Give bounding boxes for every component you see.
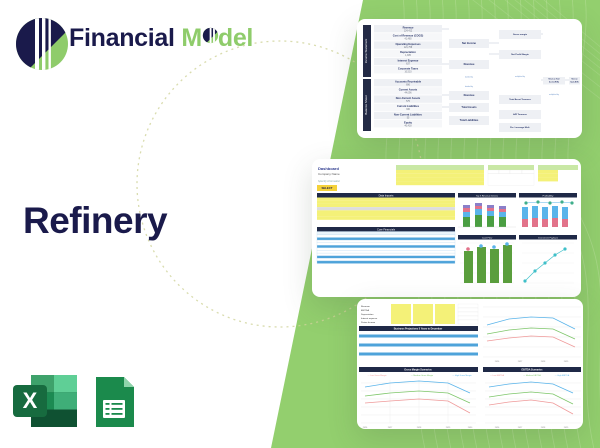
svg-text:Depreciation: Depreciation <box>400 50 416 54</box>
svg-text:Pretax Income: Pretax Income <box>361 321 376 324</box>
svg-text:2029: 2029 <box>564 427 569 429</box>
svg-text:1,385: 1,385 <box>405 55 411 57</box>
svg-text:Investment Payback: Investment Payback <box>538 236 559 239</box>
svg-text:Net Profit Margin: Net Profit Margin <box>511 53 529 56</box>
svg-text:Depreciation: Depreciation <box>361 313 374 316</box>
svg-text:Corporate Taxes: Corporate Taxes <box>398 67 419 71</box>
svg-text:Current Liabilities: Current Liabilities <box>397 104 420 108</box>
svg-text:Fin. Leverage Mult.: Fin. Leverage Mult. <box>510 126 530 129</box>
svg-text:— High EBITDA: — High EBITDA <box>555 374 570 377</box>
svg-text:EBITDA Scenarios: EBITDA Scenarios <box>522 369 544 372</box>
svg-text:Top 5 Revenue Drivers: Top 5 Revenue Drivers <box>476 194 499 197</box>
svg-text:2028: 2028 <box>417 427 422 429</box>
svg-text:Revenue: Revenue <box>464 62 475 66</box>
svg-text:Specify information: Specify information <box>318 179 341 183</box>
svg-text:Income Statement: Income Statement <box>364 39 368 64</box>
svg-text:Accounts Receivable: Accounts Receivable <box>395 80 422 84</box>
svg-text:Business Projections 5 Years t: Business Projections 5 Years to December <box>394 328 443 331</box>
svg-text:Company Name: Company Name <box>318 172 340 176</box>
svg-text:X: X <box>23 388 38 413</box>
svg-text:Balance Sheet: Balance Sheet <box>364 95 368 115</box>
svg-text:Operating Expenses: Operating Expenses <box>395 42 421 46</box>
svg-text:2029: 2029 <box>564 361 569 363</box>
svg-text:Cash Flow: Cash Flow <box>482 237 493 239</box>
svg-text:2027: 2027 <box>518 361 523 363</box>
svg-text:SELECT: SELECT <box>321 186 332 190</box>
svg-text:Gross Margin Scenarios: Gross Margin Scenarios <box>404 369 432 372</box>
svg-text:— High Gross Margin: — High Gross Margin <box>452 375 471 377</box>
svg-text:2027: 2027 <box>518 427 523 429</box>
svg-text:Dashboard: Dashboard <box>318 166 339 171</box>
svg-text:A/R Turnover: A/R Turnover <box>513 113 527 116</box>
svg-text:2028: 2028 <box>541 361 546 363</box>
svg-text:Non-Current Assets: Non-Current Assets <box>396 96 421 100</box>
svg-text:— Medium Gross Margin: — Medium Gross Margin <box>411 375 433 377</box>
svg-text:Non-Current Liabilities: Non-Current Liabilities <box>394 112 423 116</box>
svg-text:2029: 2029 <box>446 427 451 429</box>
svg-text:divided by: divided by <box>465 77 473 79</box>
svg-text:Equity: Equity <box>404 121 412 125</box>
svg-text:Revenue: Revenue <box>361 306 371 308</box>
svg-text:multiplied by: multiplied by <box>549 93 559 96</box>
svg-text:2028: 2028 <box>541 427 546 429</box>
svg-text:Total Liabilities: Total Liabilities <box>460 118 479 122</box>
svg-text:— Low EBITDA: — Low EBITDA <box>490 374 505 377</box>
svg-text:44,096: 44,096 <box>404 93 412 95</box>
svg-text:41,480: 41,480 <box>404 39 412 41</box>
svg-text:2027: 2027 <box>388 427 393 429</box>
svg-text:Interest expense: Interest expense <box>361 317 378 320</box>
svg-text:Current Assets: Current Assets <box>399 88 418 92</box>
svg-text:2030: 2030 <box>468 427 473 429</box>
svg-text:multiplied by: multiplied by <box>515 75 525 78</box>
svg-text:Gross margin: Gross margin <box>513 34 528 36</box>
svg-text:Data Imports: Data Imports <box>379 193 395 197</box>
svg-text:Revenue: Revenue <box>464 93 475 97</box>
svg-text:121,758: 121,758 <box>404 47 413 49</box>
svg-text:EBITDA: EBITDA <box>361 309 369 312</box>
svg-text:Core Financials: Core Financials <box>377 227 396 231</box>
svg-text:— Medium EBITDA: — Medium EBITDA <box>523 374 541 377</box>
svg-text:2026: 2026 <box>495 427 500 429</box>
svg-text:40,418: 40,418 <box>404 126 412 128</box>
svg-text:Total Assets: Total Assets <box>461 105 477 109</box>
svg-text:Profitability: Profitability <box>543 194 555 197</box>
svg-text:Total Asset Turnover: Total Asset Turnover <box>509 98 531 101</box>
svg-text:Revenue: Revenue <box>403 26 414 30</box>
svg-text:2026: 2026 <box>363 427 368 429</box>
svg-text:Net Income: Net Income <box>462 41 477 45</box>
svg-text:10,533: 10,533 <box>404 72 412 74</box>
svg-text:divided by: divided by <box>465 86 473 88</box>
svg-text:Interest Expense: Interest Expense <box>398 58 419 62</box>
svg-text:2026: 2026 <box>495 361 500 363</box>
svg-text:— Low Gross Margin: — Low Gross Margin <box>368 375 387 377</box>
svg-text:124,412: 124,412 <box>404 31 413 33</box>
svg-text:Cost of Revenue (COGS): Cost of Revenue (COGS) <box>393 34 424 38</box>
